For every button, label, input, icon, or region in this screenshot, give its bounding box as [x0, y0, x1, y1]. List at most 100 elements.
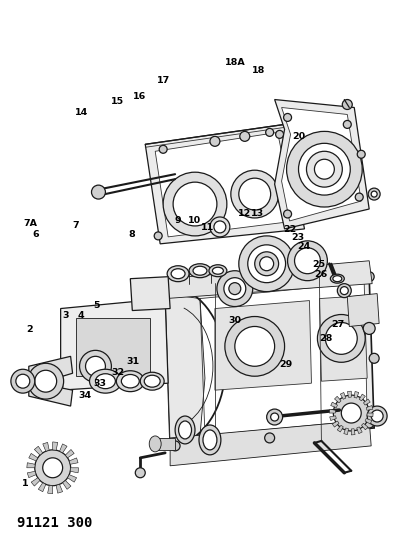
Circle shape	[343, 120, 351, 128]
Text: 1: 1	[22, 479, 28, 488]
Polygon shape	[38, 483, 46, 492]
Circle shape	[79, 350, 111, 382]
Circle shape	[267, 409, 283, 425]
Text: 33: 33	[93, 378, 106, 387]
Circle shape	[325, 322, 357, 354]
Text: 7: 7	[73, 221, 79, 230]
Polygon shape	[357, 427, 362, 434]
Polygon shape	[155, 132, 296, 237]
Circle shape	[16, 374, 30, 388]
Ellipse shape	[171, 269, 185, 279]
Polygon shape	[282, 108, 361, 221]
Text: 9: 9	[175, 216, 182, 224]
Circle shape	[159, 146, 167, 154]
Text: 6: 6	[32, 230, 39, 239]
Circle shape	[299, 143, 350, 195]
Polygon shape	[165, 277, 374, 446]
Circle shape	[217, 271, 253, 306]
Polygon shape	[69, 458, 78, 464]
Text: 15: 15	[111, 98, 124, 107]
Circle shape	[314, 159, 334, 179]
Polygon shape	[48, 486, 53, 494]
Ellipse shape	[193, 266, 207, 275]
Circle shape	[86, 357, 105, 376]
Polygon shape	[130, 277, 170, 311]
Text: 10: 10	[188, 216, 201, 224]
Circle shape	[341, 403, 361, 423]
Circle shape	[170, 279, 180, 289]
Text: 29: 29	[279, 360, 292, 369]
Circle shape	[170, 441, 180, 451]
Polygon shape	[43, 442, 49, 451]
Polygon shape	[347, 294, 379, 326]
Text: 28: 28	[320, 334, 333, 343]
Circle shape	[364, 272, 374, 281]
Polygon shape	[364, 399, 370, 405]
Polygon shape	[275, 100, 369, 229]
Text: 34: 34	[79, 391, 92, 400]
Polygon shape	[329, 409, 336, 413]
Circle shape	[239, 236, 294, 292]
Circle shape	[135, 468, 145, 478]
Circle shape	[364, 418, 374, 428]
Text: 16: 16	[133, 92, 147, 101]
Polygon shape	[347, 391, 351, 398]
Polygon shape	[215, 301, 312, 390]
Circle shape	[163, 172, 227, 236]
Ellipse shape	[331, 274, 344, 283]
Ellipse shape	[209, 265, 227, 277]
Ellipse shape	[199, 425, 221, 455]
Polygon shape	[334, 396, 341, 403]
Polygon shape	[344, 428, 349, 434]
Ellipse shape	[116, 371, 144, 392]
Circle shape	[224, 278, 246, 300]
Text: 18: 18	[252, 66, 265, 75]
Circle shape	[286, 131, 362, 207]
Polygon shape	[354, 391, 359, 398]
Ellipse shape	[167, 266, 189, 281]
Polygon shape	[359, 394, 365, 401]
Text: 5: 5	[94, 301, 100, 310]
Ellipse shape	[175, 416, 195, 444]
Text: 17: 17	[157, 76, 170, 85]
Text: 13: 13	[251, 209, 264, 218]
Polygon shape	[320, 296, 367, 381]
Text: 31: 31	[127, 357, 140, 366]
Ellipse shape	[144, 375, 160, 387]
Polygon shape	[29, 454, 38, 461]
Text: 8: 8	[129, 230, 135, 239]
Circle shape	[266, 128, 274, 136]
Polygon shape	[53, 442, 58, 450]
Polygon shape	[29, 357, 73, 406]
Bar	[75, 319, 150, 376]
Text: 91121 300: 91121 300	[17, 515, 92, 530]
Circle shape	[288, 241, 327, 281]
Ellipse shape	[140, 372, 164, 390]
Circle shape	[294, 248, 320, 274]
Polygon shape	[61, 298, 168, 390]
Polygon shape	[332, 421, 339, 427]
Polygon shape	[27, 463, 35, 468]
Text: 30: 30	[228, 317, 241, 326]
Ellipse shape	[213, 267, 223, 274]
Polygon shape	[27, 471, 36, 478]
Ellipse shape	[333, 276, 342, 281]
Circle shape	[173, 182, 217, 226]
Ellipse shape	[203, 430, 217, 450]
Ellipse shape	[95, 374, 116, 389]
Ellipse shape	[149, 436, 161, 452]
Circle shape	[363, 322, 375, 334]
Polygon shape	[31, 478, 40, 486]
Text: 2: 2	[26, 326, 32, 335]
Polygon shape	[170, 420, 371, 466]
Circle shape	[367, 406, 387, 426]
Polygon shape	[200, 282, 367, 436]
Circle shape	[318, 314, 365, 362]
Text: 25: 25	[312, 260, 325, 269]
Text: 24: 24	[298, 242, 311, 251]
Circle shape	[28, 364, 64, 399]
Circle shape	[264, 269, 275, 279]
Polygon shape	[331, 402, 338, 408]
Ellipse shape	[121, 375, 139, 388]
Polygon shape	[68, 475, 77, 482]
